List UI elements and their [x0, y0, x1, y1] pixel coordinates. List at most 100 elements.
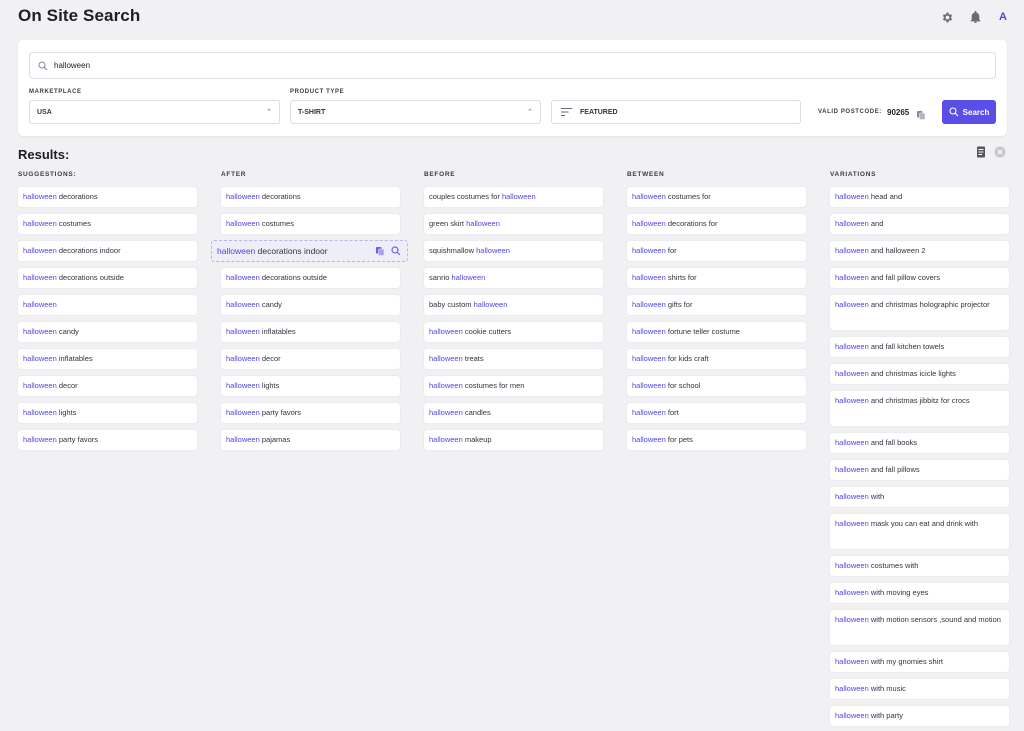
result-item[interactable]: halloween mask you can eat and drink wit…: [830, 514, 1009, 549]
result-item[interactable]: halloween pajamas: [221, 430, 400, 450]
result-item[interactable]: halloween and christmas jibbitz for croc…: [830, 391, 1009, 426]
result-keyword: halloween: [23, 381, 57, 390]
results-column-before: BEFORE couples costumes for halloween gree…: [424, 171, 603, 457]
result-item[interactable]: halloween treats: [424, 349, 603, 369]
result-item[interactable]: halloween and fall pillows: [830, 460, 1009, 480]
search-button[interactable]: Search: [942, 100, 996, 124]
result-item[interactable]: halloween with party: [830, 706, 1009, 726]
result-item[interactable]: halloween gifts for: [627, 295, 806, 315]
result-item[interactable]: halloween and fall kitchen towels: [830, 337, 1009, 357]
document-icon[interactable]: [976, 145, 986, 158]
result-text: halloween with music: [835, 682, 906, 696]
result-text-suffix: with: [868, 492, 885, 501]
hovered-result-item[interactable]: halloween decorations indoor: [211, 240, 408, 262]
sort-select[interactable]: FEATURED: [551, 100, 801, 124]
copy-icon[interactable]: [916, 107, 926, 120]
settings-gear-icon[interactable]: [936, 6, 958, 28]
result-item[interactable]: halloween for kids craft: [627, 349, 806, 369]
result-item[interactable]: halloween costumes: [221, 214, 400, 234]
result-item[interactable]: halloween decor: [221, 349, 400, 369]
result-item[interactable]: halloween head and: [830, 187, 1009, 207]
result-text: halloween treats: [429, 352, 484, 366]
result-item[interactable]: halloween with motion sensors ,sound and…: [830, 610, 1009, 645]
result-keyword: halloween: [429, 354, 463, 363]
result-item[interactable]: halloween and halloween 2: [830, 241, 1009, 261]
result-item[interactable]: halloween and christmas icicle lights: [830, 364, 1009, 384]
marketplace-select[interactable]: USA ⌃: [29, 100, 280, 124]
result-item[interactable]: halloween decorations outside: [18, 268, 197, 288]
search-icon: [38, 61, 48, 70]
bell-icon[interactable]: [964, 6, 986, 28]
result-item[interactable]: halloween for pets: [627, 430, 806, 450]
result-item[interactable]: halloween costumes for men: [424, 376, 603, 396]
result-text: halloween shirts for: [632, 271, 697, 285]
result-item[interactable]: halloween decorations: [221, 187, 400, 207]
results-column-after: AFTER halloween decorations halloween cost…: [221, 171, 400, 457]
result-item[interactable]: halloween costumes for: [627, 187, 806, 207]
chevron-up-icon: ⌃: [527, 109, 533, 116]
result-item[interactable]: halloween inflatables: [221, 322, 400, 342]
result-item[interactable]: halloween decorations: [18, 187, 197, 207]
result-item[interactable]: halloween: [18, 295, 197, 315]
result-item[interactable]: halloween lights: [221, 376, 400, 396]
result-item[interactable]: halloween costumes with: [830, 556, 1009, 576]
result-item[interactable]: halloween party favors: [18, 430, 197, 450]
result-item[interactable]: halloween lights: [18, 403, 197, 423]
copy-icon[interactable]: [375, 246, 385, 256]
result-text: halloween lights: [23, 406, 76, 420]
result-item[interactable]: halloween makeup: [424, 430, 603, 450]
result-item[interactable]: halloween decorations indoor: [18, 241, 197, 261]
result-keyword: halloween: [632, 381, 666, 390]
result-item[interactable]: halloween candy: [18, 322, 197, 342]
product-type-select[interactable]: T-SHIRT ⌃: [290, 100, 541, 124]
result-item[interactable]: squishmallow halloween: [424, 241, 603, 261]
result-item[interactable]: halloween inflatables: [18, 349, 197, 369]
search-icon[interactable]: [391, 246, 401, 256]
result-item[interactable]: green skirt halloween: [424, 214, 603, 234]
result-item[interactable]: halloween for school: [627, 376, 806, 396]
result-item[interactable]: halloween fortune teller costume: [627, 322, 806, 342]
result-item[interactable]: halloween and fall pillow covers: [830, 268, 1009, 288]
result-item[interactable]: halloween fort: [627, 403, 806, 423]
result-text-suffix: and fall pillow covers: [868, 273, 941, 282]
close-circle-icon[interactable]: [994, 145, 1006, 158]
result-text: halloween fortune teller costume: [632, 325, 740, 339]
result-text-suffix: with music: [868, 684, 906, 693]
avatar[interactable]: A: [999, 11, 1007, 23]
result-item[interactable]: couples costumes for halloween: [424, 187, 603, 207]
result-item[interactable]: halloween candles: [424, 403, 603, 423]
result-text-suffix: and halloween 2: [868, 246, 926, 255]
result-text: halloween pajamas: [226, 433, 290, 447]
result-item[interactable]: halloween and fall books: [830, 433, 1009, 453]
result-item[interactable]: halloween decorations outside: [221, 268, 400, 288]
result-item[interactable]: baby custom halloween: [424, 295, 603, 315]
result-item[interactable]: halloween party favors: [221, 403, 400, 423]
result-item[interactable]: halloween with my gnomies shirt: [830, 652, 1009, 672]
result-item[interactable]: halloween with moving eyes: [830, 583, 1009, 603]
result-item[interactable]: halloween and christmas holographic proj…: [830, 295, 1009, 330]
result-item[interactable]: halloween shirts for: [627, 268, 806, 288]
search-field[interactable]: [29, 52, 996, 79]
result-text: halloween costumes for men: [429, 379, 524, 393]
result-item[interactable]: halloween for: [627, 241, 806, 261]
result-keyword: halloween: [835, 657, 869, 666]
result-item[interactable]: halloween candy: [221, 295, 400, 315]
result-keyword: halloween: [23, 300, 57, 309]
result-text: halloween with moving eyes: [835, 586, 928, 600]
result-item[interactable]: halloween decorations for: [627, 214, 806, 234]
hover-actions: [375, 246, 401, 256]
search-input[interactable]: [54, 61, 954, 70]
result-item[interactable]: halloween decor: [18, 376, 197, 396]
result-item[interactable]: halloween and: [830, 214, 1009, 234]
result-keyword: halloween: [835, 519, 869, 528]
result-item[interactable]: halloween with: [830, 487, 1009, 507]
result-item[interactable]: sanrio halloween: [424, 268, 603, 288]
result-text-suffix: shirts for: [665, 273, 697, 282]
result-item[interactable]: halloween cookie cutters: [424, 322, 603, 342]
search-icon: [949, 107, 959, 117]
result-text-suffix: decorations for: [665, 219, 718, 228]
result-item[interactable]: halloween costumes: [18, 214, 197, 234]
result-item[interactable]: halloween with music: [830, 679, 1009, 699]
result-keyword: halloween: [835, 396, 869, 405]
result-text-suffix: costumes: [259, 219, 294, 228]
